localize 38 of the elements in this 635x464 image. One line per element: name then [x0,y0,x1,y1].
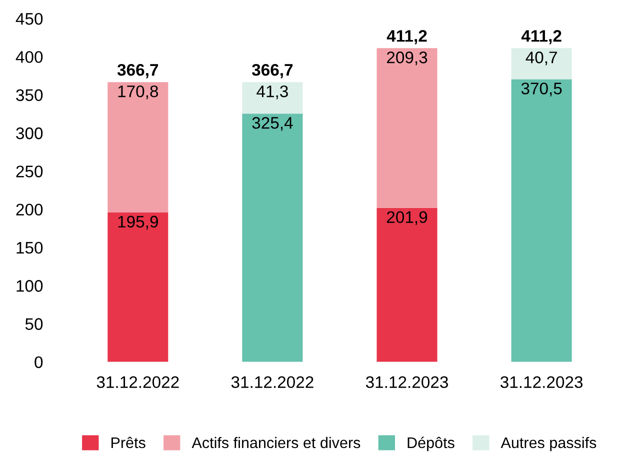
bar [511,79,572,362]
y-tick-label: 450 [16,12,43,25]
y-tick-label: 200 [16,204,43,216]
legend-label: Prêts [111,436,146,448]
x-tick-label: 31.12.2023 [366,376,448,388]
data-label: 40,7 [526,52,557,66]
data-label: 195,9 [118,216,158,230]
bar [108,212,168,362]
bar [376,48,438,208]
bar [242,82,303,114]
legend-label: Autres passifs [500,436,596,452]
x-tick-label: 31.12.2023 [500,376,583,388]
y-tick-label: 250 [16,166,43,178]
y-tick-label: 350 [16,89,43,102]
y-tick-label: 0 [34,356,43,368]
total-label: 411,2 [521,30,562,44]
data-label: 201,9 [386,211,428,225]
x-tick-label: 31.12.2022 [231,376,314,388]
legend-label: Actifs financiers et divers [192,436,360,448]
y-tick-label: 100 [16,280,43,292]
data-label: 325,4 [252,116,293,131]
x-tick-label: 31.12.2022 [96,376,179,388]
data-label: 41,3 [256,85,288,100]
bar [108,82,168,212]
data-label: 209,3 [386,52,428,66]
bar [376,208,438,362]
bar [511,48,572,80]
data-label: 370,5 [521,82,562,96]
data-label: 170,8 [118,85,158,100]
legend-label: Dépôts [408,436,454,452]
y-tick-label: 50 [25,318,43,330]
y-tick-label: 400 [16,51,43,63]
total-label: 411,2 [386,30,427,44]
y-tick-label: 300 [16,127,43,140]
total-label: 366,7 [117,64,158,78]
bar [242,114,303,362]
total-label: 366,7 [252,64,293,78]
y-tick-label: 150 [16,242,43,254]
